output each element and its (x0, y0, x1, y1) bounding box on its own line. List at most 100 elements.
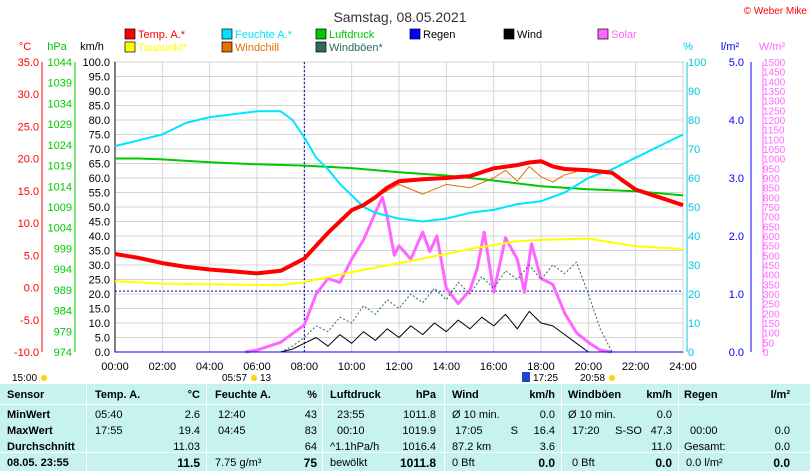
legend-label: Windböen* (329, 42, 384, 54)
rain-max-value: 0.0 (774, 425, 790, 437)
wind-tick-label: 85.0 (89, 101, 110, 113)
pressure-tick-label: 1044 (48, 57, 72, 69)
pressure-tick-label: 1029 (48, 119, 72, 131)
wind-tick-label: 15.0 (89, 304, 110, 316)
solar-tick-label: 800 (763, 193, 780, 204)
temp-tick-label: 30.0 (18, 89, 39, 101)
solar-tick-label: 950 (763, 164, 780, 175)
wind-tick-label: 0.0 (95, 347, 110, 359)
temp-unit-header: °C (187, 389, 200, 401)
sunrise-icon (251, 375, 257, 381)
temp-header: Temp. A. (95, 389, 141, 401)
humidity-tick-label: 40 (688, 231, 700, 243)
gust-max-direction: S-SO (615, 425, 642, 437)
statistics-table: Sensor MinWert MaxWert Durchschnitt 08.05. 2… (0, 384, 810, 471)
legend-swatch (597, 28, 609, 40)
x-tick-label: 08:00 (291, 361, 319, 373)
avg-label: Durchschnitt (7, 441, 75, 453)
rain-current-note: 0.0 l/m² (686, 457, 723, 469)
wind-tick-label: 95.0 (89, 72, 110, 84)
legend-label: Feuchte A.* (235, 29, 293, 41)
pressure-trend-note: ^1.1hPa/h (330, 441, 380, 453)
solar-tick-label: 600 (763, 232, 780, 243)
sunrise-label: 05:57 (222, 373, 247, 384)
x-tick-label: 10:00 (338, 361, 366, 373)
temp-tick-label: 0.0 (24, 283, 39, 295)
humidity-tick-label: 60 (688, 173, 700, 185)
wind-tick-label: 40.0 (89, 231, 110, 243)
wind-max-direction: S (510, 425, 518, 437)
humidity-max-time: 04:45 (218, 425, 246, 437)
gust-avg-value: 11.0 (651, 441, 672, 453)
humidity-max-value: 83 (304, 425, 317, 437)
x-tick-label: 16:00 (480, 361, 508, 373)
x-tick-label: 18:00 (527, 361, 555, 373)
rain-header: Regen (684, 389, 718, 401)
solar-tick-label: 700 (763, 213, 780, 224)
humidity-absolute-note: 7.75 g/m³ (215, 457, 262, 469)
copyright-label: © Weber Mike (744, 6, 808, 17)
temp-current-value: 11.5 (177, 456, 200, 470)
wind-max-time: 17:05 (455, 425, 483, 437)
grid (114, 61, 684, 353)
pressure-tick-label: 1024 (48, 140, 72, 152)
wind-tick-label: 50.0 (89, 202, 110, 214)
gust-avg10-value: 0.0 (656, 409, 672, 421)
pressure-unit: hPa (47, 41, 67, 53)
gust-max-time: 17:20 (572, 425, 600, 437)
solar-tick-label: 1300 (763, 97, 786, 108)
wind-tick-label: 5.0 (95, 333, 110, 345)
solar-tick-label: 1250 (763, 106, 786, 117)
pressure-tick-label: 979 (54, 326, 72, 338)
temp-tick-label: -10.0 (14, 347, 39, 359)
solar-tick-label: 550 (763, 242, 780, 253)
solar-tick-label: 1050 (763, 145, 786, 156)
legend-swatch (409, 28, 421, 40)
wind-tick-label: 65.0 (89, 159, 110, 171)
x-tick-label: 12:00 (385, 361, 413, 373)
gust-beaufort-note: 0 Bft (572, 457, 595, 469)
humidity-tick-label: 30 (688, 260, 700, 272)
temp-tick-label: 35.0 (18, 57, 39, 69)
legend-swatch (315, 41, 327, 53)
pressure-tick-label: 1014 (48, 181, 72, 193)
rain-total-value: 0.0 (774, 441, 790, 453)
pressure-min-value: 1011.8 (403, 409, 436, 421)
pressure-line (115, 157, 684, 197)
gust-header: Windböen (568, 389, 622, 401)
column-divider (444, 384, 445, 471)
solar-tick-label: 300 (763, 290, 780, 301)
humidity-tick-label: 10 (688, 318, 700, 330)
row-divider (0, 452, 810, 453)
rain-total-label: Gesamt: (684, 441, 726, 453)
temp-unit: °C (19, 41, 31, 53)
solar-tick-label: 500 (763, 251, 780, 262)
pressure-unit-header: hPa (415, 389, 436, 401)
pressure-tick-label: 994 (54, 264, 72, 276)
column-divider (86, 384, 87, 471)
solar-tick-label: 150 (763, 319, 780, 330)
day-start-label: 15:00 (12, 373, 37, 384)
legend-swatch (124, 41, 136, 53)
max-label: MaxWert (7, 425, 53, 437)
solar-tick-label: 200 (763, 309, 780, 320)
sunset-label: 20:58 (580, 373, 605, 384)
column-divider (206, 384, 207, 471)
min-label: MinWert (7, 409, 51, 421)
temp-min-value: 2.6 (184, 409, 200, 421)
rain-tick-label: 4.0 (729, 115, 744, 127)
wind-tick-label: 70.0 (89, 144, 110, 156)
gust-unit-header: km/h (646, 389, 672, 401)
x-tick-label: 04:00 (196, 361, 224, 373)
rain-tick-label: 0.0 (729, 347, 744, 359)
wind-unit-header: km/h (529, 389, 555, 401)
sun-times: 15:00 05:57 13 17:25 20:58 (12, 372, 615, 384)
wind-line (268, 310, 589, 353)
legend-label: Luftdruck (329, 29, 375, 41)
pressure-tick-label: 1034 (48, 98, 72, 110)
axis-units: °C hPa km/h% l/m² W/m² (19, 41, 786, 53)
legend-label: Windchill (235, 42, 279, 54)
rain-unit: l/m² (721, 41, 740, 53)
humidity-tick-label: 100 (688, 57, 706, 69)
dewpoint-line (114, 237, 684, 286)
